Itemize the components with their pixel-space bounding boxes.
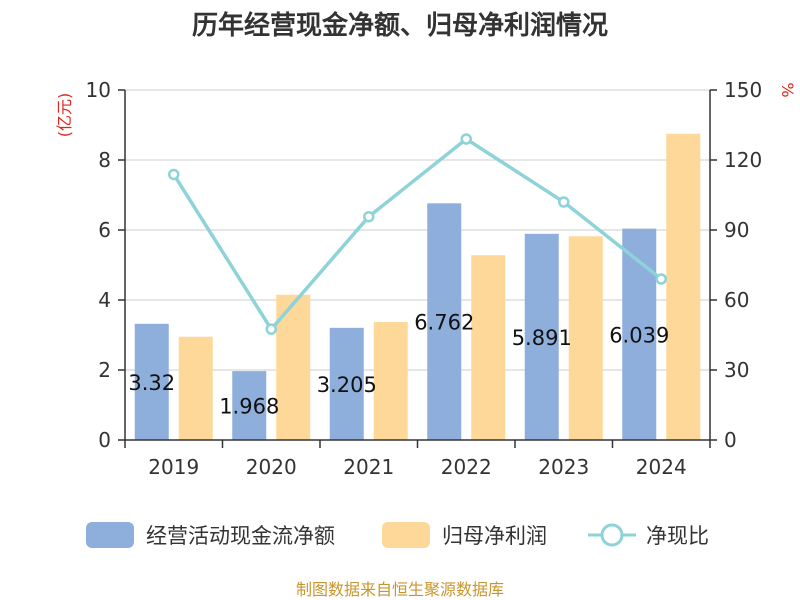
bar-cashflow xyxy=(232,371,267,440)
left-axis-tick-label: 10 xyxy=(86,78,111,102)
left-axis-tick-label: 8 xyxy=(98,148,111,172)
ratio-point xyxy=(460,133,472,145)
data-label-cashflow: 5.891 xyxy=(512,326,572,350)
legend: 经营活动现金流净额 归母净利润 净现比 xyxy=(86,522,709,548)
chart-title: 历年经营现金净额、归母净利润情况 xyxy=(192,10,608,41)
bars xyxy=(134,133,701,440)
left-axis-unit: (亿元) xyxy=(55,93,74,138)
right-axis-tick-label: 30 xyxy=(724,358,749,382)
ratio-point xyxy=(558,196,570,208)
right-axis-unit: % xyxy=(778,82,797,97)
ratio-point xyxy=(168,168,180,181)
ratio-line-path xyxy=(172,136,663,333)
bar-profit xyxy=(568,236,603,440)
legend-marker-ratio xyxy=(600,523,624,547)
bar-cashflow xyxy=(622,228,657,440)
ratio-line xyxy=(168,133,667,335)
data-label-cashflow: 6.039 xyxy=(609,323,669,347)
x-axis-tick-label: 2023 xyxy=(538,455,589,479)
bar-profit xyxy=(471,255,506,440)
right-axis-tick-label: 90 xyxy=(724,218,749,242)
right-axis-tick-label: 120 xyxy=(724,148,762,172)
right-axis-tick-label: 60 xyxy=(724,288,749,312)
axes: 0 2 4 6 8 10 0 30 60 90 120 150 2019 2020 2021 2022 2023… xyxy=(86,78,763,479)
right-axis-tick-label: 150 xyxy=(724,78,762,102)
legend-swatch-cashflow xyxy=(86,522,134,548)
data-label-cashflow: 6.762 xyxy=(414,311,474,335)
source-note: 制图数据来自恒生聚源数据库 xyxy=(296,580,504,599)
grid xyxy=(125,89,710,371)
legend-swatch-profit xyxy=(382,522,430,548)
bar-profit xyxy=(373,322,408,440)
bar-cashflow xyxy=(524,233,559,440)
ratio-point xyxy=(265,323,277,335)
x-axis-tick-label: 2020 xyxy=(246,455,297,479)
bar-profit xyxy=(666,133,701,440)
legend-label-profit: 归母净利润 xyxy=(442,524,547,548)
x-axis-tick-label: 2021 xyxy=(343,455,394,479)
legend-label-cashflow: 经营活动现金流净额 xyxy=(146,524,335,548)
data-label-cashflow: 3.205 xyxy=(317,373,377,397)
left-axis-tick-label: 2 xyxy=(98,358,111,382)
left-axis-tick-label: 6 xyxy=(98,218,111,242)
bar-cashflow xyxy=(134,323,169,440)
bar-profit xyxy=(178,336,213,440)
data-label-cashflow: 1.968 xyxy=(219,395,279,419)
ratio-point xyxy=(363,210,375,223)
bar-cashflow xyxy=(427,203,462,440)
ratio-point xyxy=(655,273,667,285)
data-labels: 3.32 1.968 3.205 6.762 5.891 6.039 xyxy=(128,311,669,419)
bar-cashflow xyxy=(329,327,364,440)
x-axis-tick-label: 2019 xyxy=(148,455,199,479)
left-axis-tick-label: 0 xyxy=(98,428,111,452)
x-axis-tick-label: 2024 xyxy=(636,455,687,479)
x-axis-tick-label: 2022 xyxy=(441,455,492,479)
left-axis-tick-label: 4 xyxy=(98,288,111,312)
data-label-cashflow: 3.32 xyxy=(128,371,175,395)
legend-label-ratio: 净现比 xyxy=(646,524,709,548)
right-axis-tick-label: 0 xyxy=(724,428,737,452)
